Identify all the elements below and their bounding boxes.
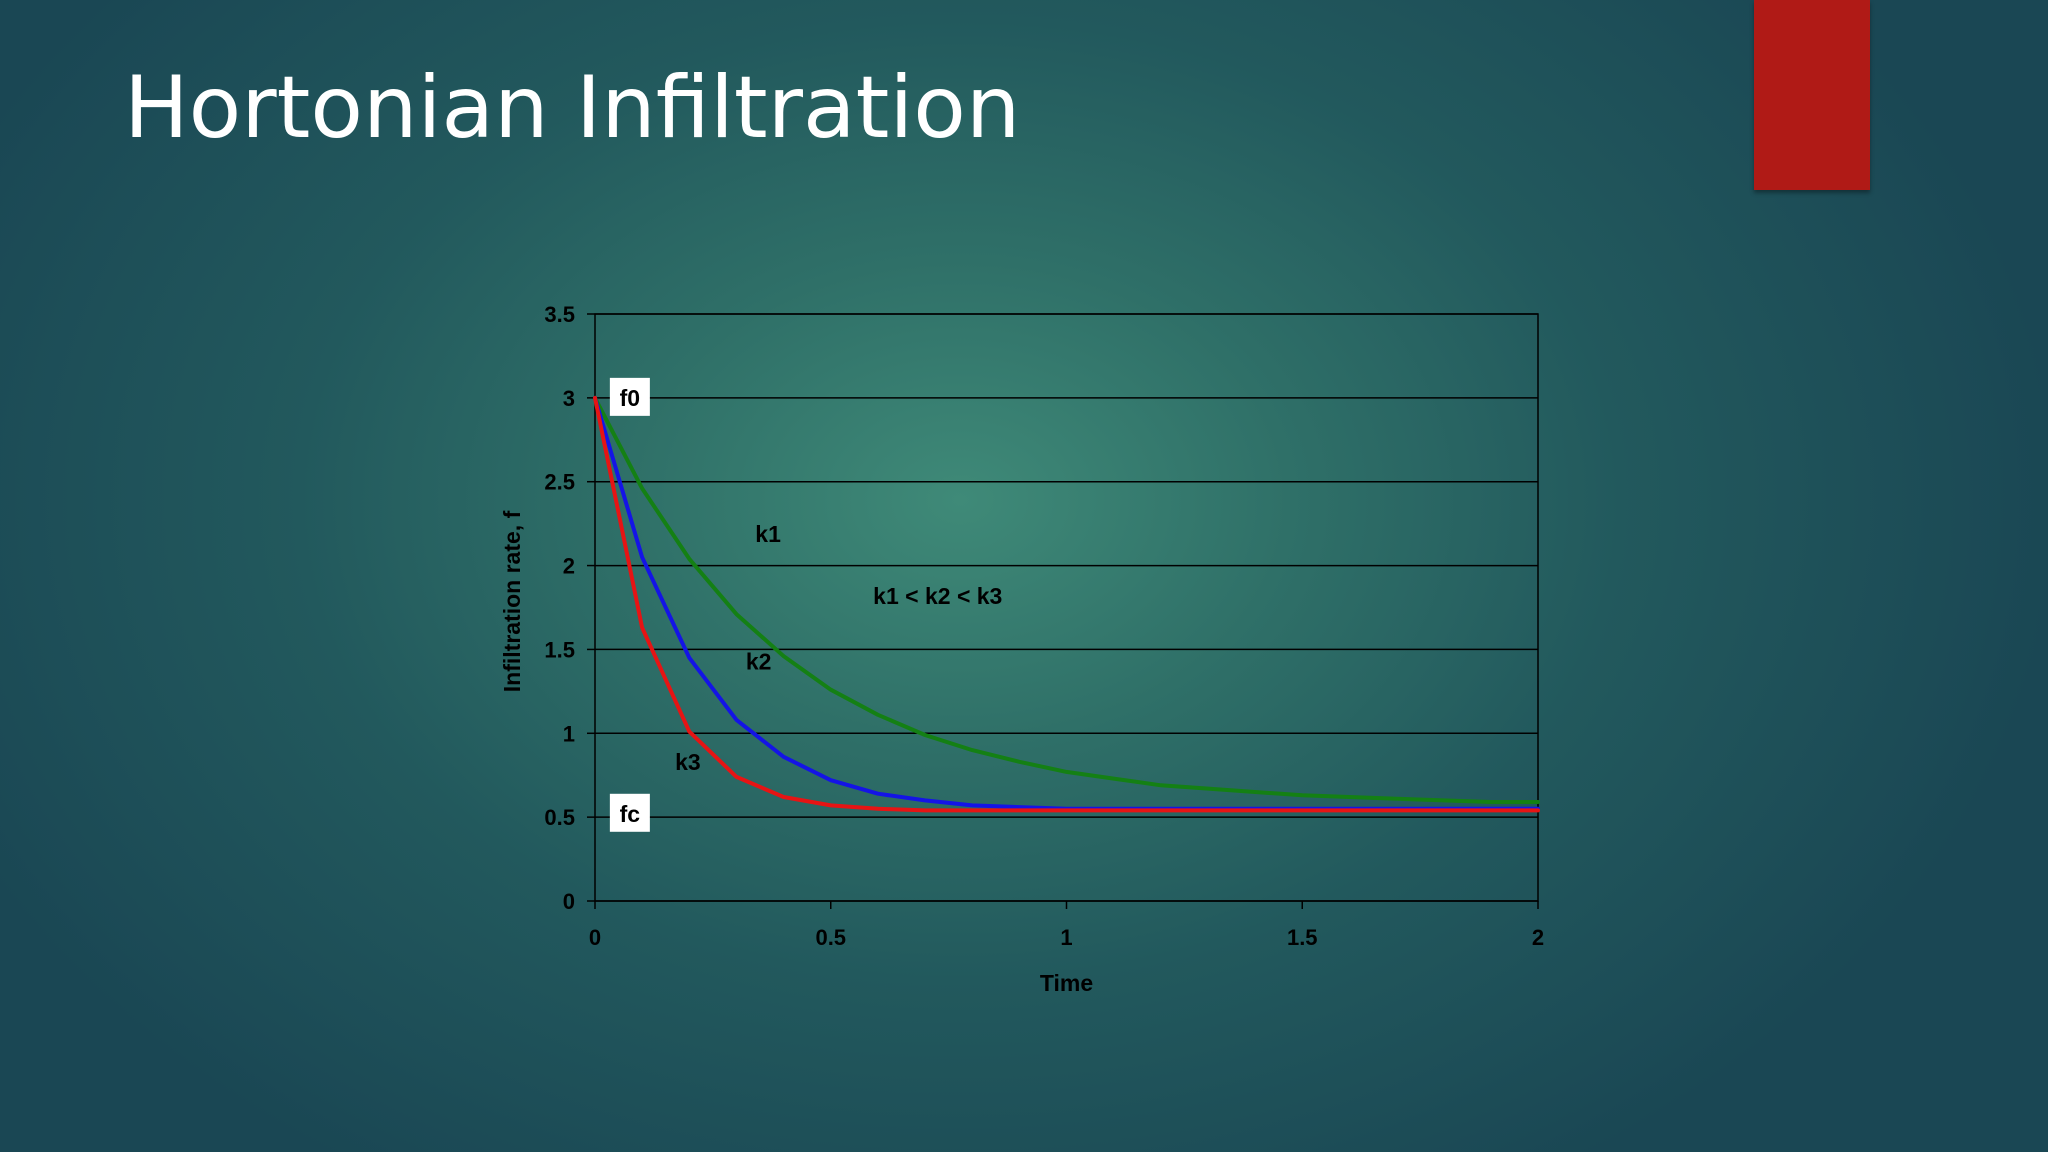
y-tick-label-5: 2.5 xyxy=(544,470,575,495)
boxed-label-bg-1 xyxy=(609,793,650,832)
x-tick-label-1: 0.5 xyxy=(815,925,846,950)
axes xyxy=(587,313,1539,909)
gridlines xyxy=(595,313,1538,902)
series-line-k2 xyxy=(593,395,1540,811)
annotations: k1 k2 k3 k1 < k2 < k3 f0 fc xyxy=(609,377,1002,832)
series-lines xyxy=(593,395,1540,813)
annotation-1: k2 xyxy=(746,649,772,675)
boxed-label-bg-0 xyxy=(609,377,650,416)
y-tick-label-3: 1.5 xyxy=(544,637,575,662)
y-tick-label-4: 2 xyxy=(563,554,575,579)
x-tick-label-3: 1.5 xyxy=(1287,925,1318,950)
boxed-label-1: fc xyxy=(609,793,650,832)
y-tick-label-0: 0 xyxy=(563,889,575,914)
accent-bar xyxy=(1754,0,1870,190)
slide-title: Hortonian Infiltration xyxy=(124,58,1021,158)
y-tick-label-1: 0.5 xyxy=(544,805,575,830)
y-tick-label-6: 3 xyxy=(563,386,575,411)
y-tick-labels: 0 0.5 1 1.5 2 2.5 3 3.5 xyxy=(544,302,575,914)
series-line-k1 xyxy=(593,395,1540,804)
x-tick-label-0: 0 xyxy=(589,925,601,950)
plot-frame xyxy=(594,313,1539,902)
x-tick-labels: 0 0.5 1 1.5 2 xyxy=(589,925,1544,950)
boxed-label-text-1: fc xyxy=(620,801,641,827)
x-tick-label-2: 1 xyxy=(1060,925,1072,950)
y-tick-label-7: 3.5 xyxy=(544,302,575,327)
x-axis-label: Time xyxy=(1040,970,1093,996)
boxed-label-0: f0 xyxy=(609,377,650,416)
y-tick-label-2: 1 xyxy=(563,721,575,746)
annotation-0: k1 xyxy=(755,521,781,547)
annotation-2: k3 xyxy=(675,749,701,775)
series-line-k3 xyxy=(593,395,1540,813)
y-axis-label: Infiltration rate, f xyxy=(499,510,525,692)
boxed-label-text-0: f0 xyxy=(620,385,640,411)
annotation-3: k1 < k2 < k3 xyxy=(873,583,1002,609)
x-tick-label-4: 2 xyxy=(1532,925,1544,950)
